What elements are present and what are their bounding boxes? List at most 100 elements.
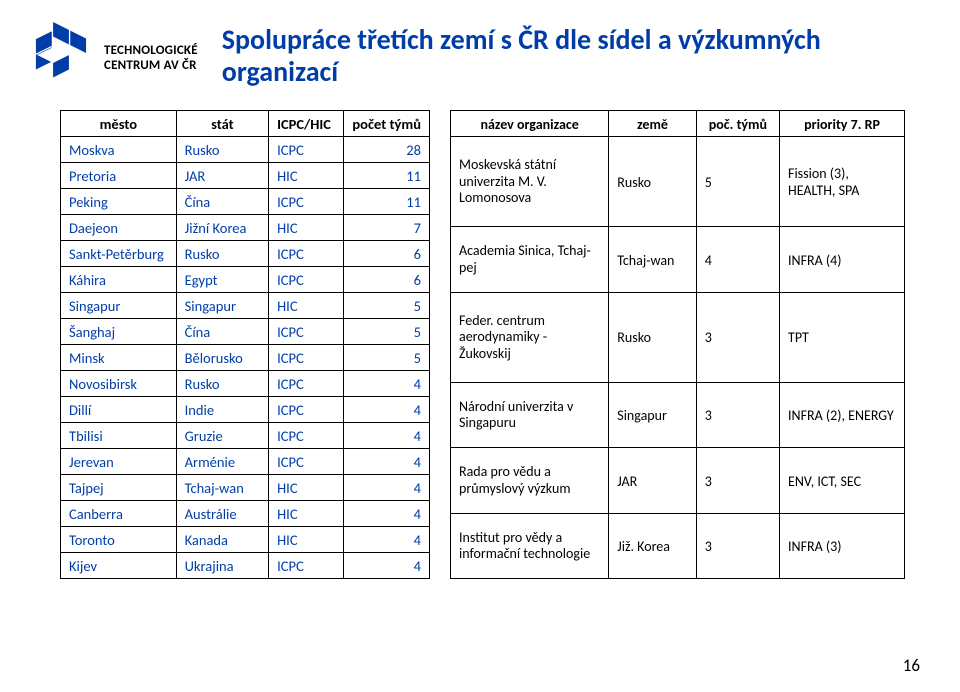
table-cell: 4: [343, 423, 429, 449]
right-table-header-row: název organizace země poč. týmů priority…: [451, 111, 905, 137]
table-row: Academia Sinica, Tchaj-pejTchaj-wan4INFR…: [451, 227, 905, 292]
table-cell: ICPC: [269, 449, 343, 475]
table-cell: Academia Sinica, Tchaj-pej: [451, 227, 609, 292]
left-th-0: město: [61, 111, 177, 137]
table-cell: ICPC: [269, 319, 343, 345]
table-cell: 4: [696, 227, 779, 292]
table-cell: INFRA (2), ENERGY: [780, 382, 905, 447]
table-cell: Institut pro vědy a informační technolog…: [451, 513, 609, 579]
table-row: Rada pro vědu a průmyslový výzkumJAR3ENV…: [451, 448, 905, 513]
table-row: Národní univerzita v SingapuruSingapur3I…: [451, 382, 905, 447]
logo-text-line1: TECHNOLOGICKÉ: [104, 44, 198, 59]
table-cell: Jižní Korea: [176, 215, 269, 241]
table-row: DaejeonJižní KoreaHIC7: [61, 215, 430, 241]
table-cell: 7: [343, 215, 429, 241]
table-cell: Austrálie: [176, 501, 269, 527]
left-th-1: stát: [176, 111, 269, 137]
table-cell: Jerevan: [61, 449, 177, 475]
table-cell: Rusko: [176, 241, 269, 267]
table-cell: Bělorusko: [176, 345, 269, 371]
table-cell: Fission (3), HEALTH, SPA: [780, 137, 905, 227]
table-row: TorontoKanadaHIC4: [61, 527, 430, 553]
table-row: KáhiraEgyptICPC6: [61, 267, 430, 293]
table-cell: Tchaj-wan: [609, 227, 696, 292]
table-cell: HIC: [269, 163, 343, 189]
table-cell: INFRA (3): [780, 513, 905, 579]
table-cell: Singapur: [61, 293, 177, 319]
table-cell: 11: [343, 189, 429, 215]
table-cell: 4: [343, 501, 429, 527]
table-cell: Daejeon: [61, 215, 177, 241]
table-cell: ICPC: [269, 189, 343, 215]
header: TECHNOLOGICKÉ CENTRUM AV ČR Spolupráce t…: [0, 0, 960, 88]
table-row: MoskvaRuskoICPC28: [61, 137, 430, 163]
table-cell: Canberra: [61, 501, 177, 527]
table-cell: 4: [343, 397, 429, 423]
table-row: PekingČínaICPC11: [61, 189, 430, 215]
page-number: 16: [903, 655, 920, 676]
table-row: NovosibirskRuskoICPC4: [61, 371, 430, 397]
table-cell: Čína: [176, 189, 269, 215]
table-cell: 6: [343, 241, 429, 267]
table-cell: 4: [343, 553, 429, 579]
table-cell: Kijev: [61, 553, 177, 579]
table-row: DillíIndieICPC4: [61, 397, 430, 423]
table-cell: HIC: [269, 475, 343, 501]
table-cell: Peking: [61, 189, 177, 215]
table-cell: Rusko: [609, 137, 696, 227]
table-cell: Toronto: [61, 527, 177, 553]
table-row: TajpejTchaj-wanHIC4: [61, 475, 430, 501]
table-cell: Rusko: [609, 292, 696, 382]
table-cell: 3: [696, 513, 779, 579]
table-row: Sankt-PetěrburgRuskoICPC6: [61, 241, 430, 267]
table-cell: Indie: [176, 397, 269, 423]
table-cell: 3: [696, 382, 779, 447]
right-th-2: poč. týmů: [696, 111, 779, 137]
logo: TECHNOLOGICKÉ CENTRUM AV ČR: [28, 18, 198, 88]
table-cell: INFRA (4): [780, 227, 905, 292]
table-cell: Rusko: [176, 137, 269, 163]
table-cell: Čína: [176, 319, 269, 345]
left-table-header-row: město stát ICPC/HIC počet týmů: [61, 111, 430, 137]
table-row: PretoriaJARHIC11: [61, 163, 430, 189]
table-cell: ICPC: [269, 241, 343, 267]
table-cell: 4: [343, 371, 429, 397]
table-cell: 3: [696, 292, 779, 382]
table-cell: Tbilisi: [61, 423, 177, 449]
table-cell: ENV, ICT, SEC: [780, 448, 905, 513]
table-cell: Arménie: [176, 449, 269, 475]
table-row: MinskBěloruskoICPC5: [61, 345, 430, 371]
table-cell: TPT: [780, 292, 905, 382]
table-row: TbilisiGruzieICPC4: [61, 423, 430, 449]
table-cell: 5: [696, 137, 779, 227]
table-row: JerevanArménieICPC4: [61, 449, 430, 475]
table-cell: Dillí: [61, 397, 177, 423]
table-cell: Moskevská státní univerzita M. V. Lomono…: [451, 137, 609, 227]
table-cell: HIC: [269, 293, 343, 319]
left-table: město stát ICPC/HIC počet týmů MoskvaRus…: [60, 110, 430, 579]
table-cell: ICPC: [269, 371, 343, 397]
table-cell: Feder. centrum aerodynamiky - Žukovskij: [451, 292, 609, 382]
table-cell: Rada pro vědu a průmyslový výzkum: [451, 448, 609, 513]
logo-text: TECHNOLOGICKÉ CENTRUM AV ČR: [104, 22, 198, 74]
table-cell: ICPC: [269, 397, 343, 423]
table-row: ŠanghajČínaICPC5: [61, 319, 430, 345]
table-cell: 11: [343, 163, 429, 189]
table-cell: Ukrajina: [176, 553, 269, 579]
table-cell: HIC: [269, 215, 343, 241]
table-row: Feder. centrum aerodynamiky - ŽukovskijR…: [451, 292, 905, 382]
page-title: Spolupráce třetích zemí s ČR dle sídel a…: [222, 18, 920, 88]
logo-mark-icon: [28, 22, 94, 88]
table-cell: HIC: [269, 501, 343, 527]
table-row: Institut pro vědy a informační technolog…: [451, 513, 905, 579]
table-cell: JAR: [176, 163, 269, 189]
left-th-3: počet týmů: [343, 111, 429, 137]
table-cell: 4: [343, 475, 429, 501]
table-cell: 28: [343, 137, 429, 163]
right-th-0: název organizace: [451, 111, 609, 137]
table-cell: Káhira: [61, 267, 177, 293]
table-cell: Moskva: [61, 137, 177, 163]
table-row: CanberraAustrálieHIC4: [61, 501, 430, 527]
table-cell: Sankt-Petěrburg: [61, 241, 177, 267]
table-cell: HIC: [269, 527, 343, 553]
